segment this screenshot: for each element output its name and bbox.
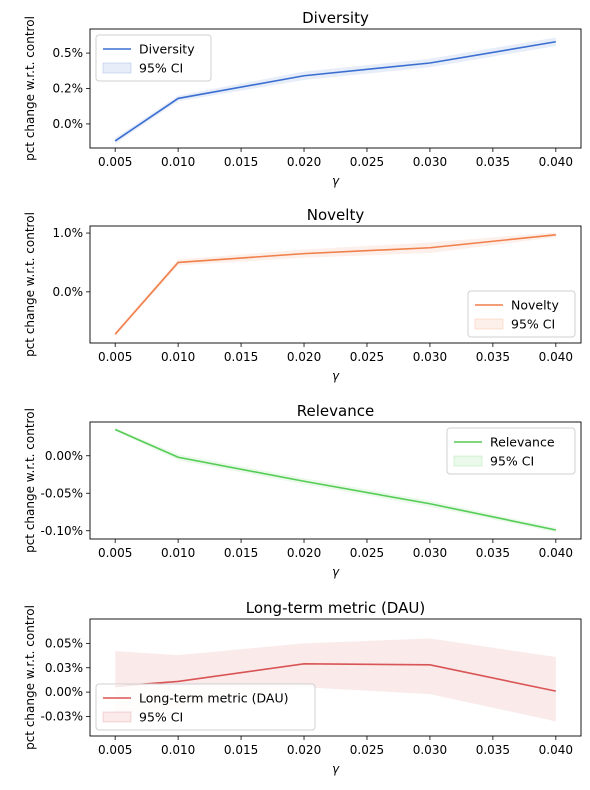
x-tick-label: 0.005 (98, 743, 132, 757)
legend: Long-term metric (DAU) 95% CI (95, 683, 316, 731)
y-tick-label: 0.5% (53, 46, 84, 60)
x-tick-label: 0.030 (413, 546, 447, 560)
x-tick-label: 0.040 (539, 743, 573, 757)
plot-frame (89, 421, 582, 540)
chart-title: Novelty (307, 206, 365, 224)
y-tick-label: 0.00% (45, 449, 83, 463)
y-tick-label: -0.10% (41, 524, 83, 538)
x-tick-label: 0.035 (476, 350, 510, 364)
chart-panel-novelty: Novelty 0.005 0.010 0.015 0.020 0.025 0.030 0.0… (23, 206, 582, 383)
y-tick-label: 1.0% (53, 226, 84, 240)
legend-box (446, 427, 576, 475)
plot-frame (89, 618, 582, 737)
legend-ci-swatch (453, 455, 483, 467)
x-tick-label: 0.020 (287, 155, 321, 169)
x-tick-label: 0.025 (350, 546, 384, 560)
x-tick-label: 0.025 (350, 350, 384, 364)
chart-title: Diversity (302, 9, 369, 27)
x-axis-label: γ (332, 762, 340, 776)
chart-panel-diversity: Diversity 0.005 0.010 0.015 0.020 0.025 0.030 0… (23, 9, 582, 188)
ci-band (115, 638, 556, 722)
x-axis-label: γ (332, 565, 340, 579)
plot-frame (89, 225, 582, 344)
x-axis-label: γ (332, 369, 340, 383)
legend-ci-swatch (474, 318, 504, 330)
x-tick-label: 0.015 (224, 743, 258, 757)
legend-label-series: Relevance (490, 435, 555, 450)
x-tick-label: 0.040 (539, 155, 573, 169)
x-tick-label: 0.030 (413, 350, 447, 364)
x-tick-label: 0.010 (161, 350, 195, 364)
y-axis-label: pct change w.r.t. control (23, 408, 37, 553)
x-axis-label: γ (332, 174, 340, 188)
x-tick-label: 0.015 (224, 350, 258, 364)
x-tick-label: 0.015 (224, 546, 258, 560)
x-tick-label: 0.035 (476, 743, 510, 757)
x-tick-label: 0.020 (287, 546, 321, 560)
y-tick-label: -0.03% (41, 710, 83, 724)
legend-label-series: Novelty (511, 298, 559, 313)
ci-band (115, 37, 556, 144)
x-tick-label: 0.040 (539, 546, 573, 560)
x-tick-label: 0.005 (98, 546, 132, 560)
legend: Relevance 95% CI (446, 427, 576, 475)
x-tick-label: 0.005 (98, 350, 132, 364)
x-tick-label: 0.010 (161, 155, 195, 169)
x-tick-label: 0.010 (161, 546, 195, 560)
x-tick-label: 0.005 (98, 155, 132, 169)
y-tick-label: 0.03% (45, 661, 83, 675)
y-axis-label: pct change w.r.t. control (23, 212, 37, 357)
legend-label-ci: 95% CI (139, 710, 183, 725)
chart-title: Relevance (297, 402, 374, 420)
x-tick-label: 0.025 (350, 743, 384, 757)
x-tick-label: 0.035 (476, 546, 510, 560)
y-axis-label: pct change w.r.t. control (23, 16, 37, 161)
x-tick-label: 0.035 (476, 155, 510, 169)
x-tick-label: 0.020 (287, 743, 321, 757)
x-tick-label: 0.030 (413, 743, 447, 757)
x-tick-label: 0.015 (224, 155, 258, 169)
x-tick-label: 0.040 (539, 350, 573, 364)
chart-panel-relevance: Relevance 0.005 0.010 0.015 0.020 0.025 0.030 0… (23, 402, 582, 579)
ci-band (115, 428, 556, 533)
x-tick-label: 0.025 (350, 155, 384, 169)
legend-label-series: Diversity (139, 42, 195, 57)
y-tick-label: 0.0% (53, 285, 84, 299)
legend-box (95, 34, 212, 82)
legend-ci-swatch (102, 62, 132, 74)
legend-ci-swatch (102, 711, 132, 723)
y-tick-label: 0.05% (45, 636, 83, 650)
legend-box (467, 290, 576, 338)
y-tick-label: 0.0% (53, 117, 84, 131)
x-tick-label: 0.020 (287, 350, 321, 364)
x-tick-label: 0.030 (413, 155, 447, 169)
y-tick-label: 0.00% (45, 685, 83, 699)
legend-box (95, 683, 316, 731)
y-tick-label: 0.2% (53, 82, 84, 96)
y-axis-label: pct change w.r.t. control (23, 605, 37, 750)
y-tick-label: -0.05% (41, 486, 83, 500)
legend-label-ci: 95% CI (139, 61, 183, 76)
chart-title: Long-term metric (DAU) (246, 599, 425, 617)
legend-label-ci: 95% CI (511, 317, 555, 332)
legend: Diversity 95% CI (95, 34, 212, 82)
x-tick-label: 0.010 (161, 743, 195, 757)
legend-label-ci: 95% CI (490, 454, 534, 469)
legend-label-series: Long-term metric (DAU) (139, 691, 289, 706)
legend: Novelty 95% CI (467, 290, 576, 338)
chart-panel-dau: Long-term metric (DAU) 0.005 0.010 0.015 0.0… (23, 599, 582, 776)
